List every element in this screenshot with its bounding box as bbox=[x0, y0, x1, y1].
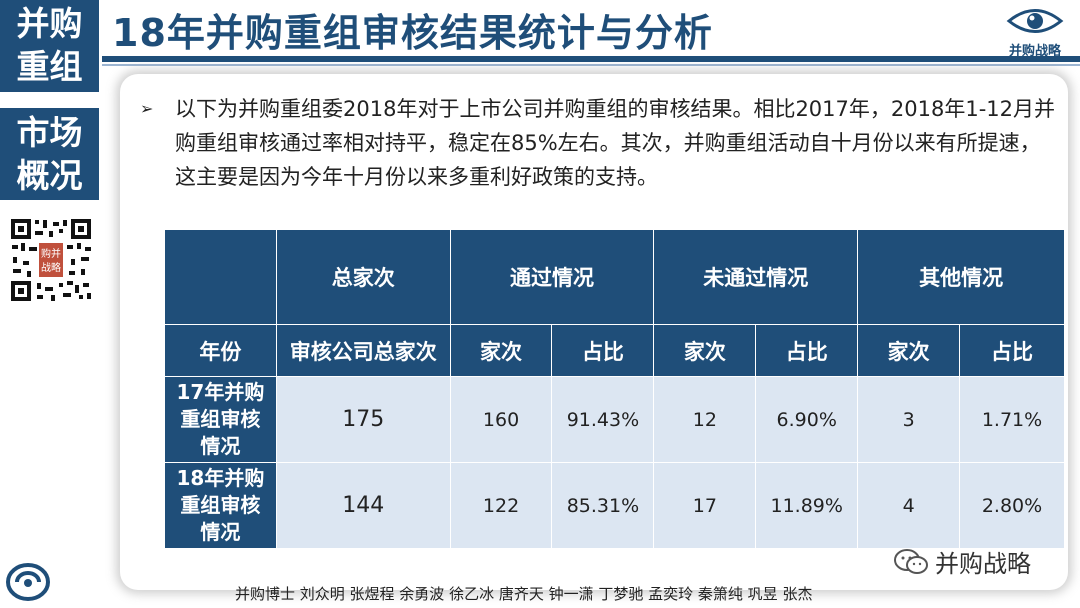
eye-icon bbox=[1006, 9, 1064, 33]
page-title: 18年并购重组审核结果统计与分析 bbox=[112, 11, 713, 55]
qr-stamp-text: 购并 bbox=[41, 247, 61, 260]
table-year-cell: 17年并购 重组审核 情况 bbox=[164, 376, 277, 463]
table-cell: 6.90% bbox=[755, 376, 859, 463]
brand-logo: 并购战略 bbox=[1002, 4, 1068, 59]
table-year-cell: 18年并购 重组审核 情况 bbox=[164, 462, 277, 549]
table-cell: 144 bbox=[275, 462, 451, 549]
table-header-cell: 通过情况 bbox=[449, 229, 655, 325]
sidebar-box-text: 概况 bbox=[16, 156, 83, 195]
table-header-cell: 审核公司总家次 bbox=[275, 324, 451, 377]
table-corner-cell bbox=[164, 229, 277, 325]
table-row: 18年并购 重组审核 情况 144 122 85.31% 17 11.89% 4… bbox=[164, 462, 1065, 549]
table-cell: 4 bbox=[857, 462, 961, 549]
table-group-header-row: 总家次 通过情况 未通过情况 其他情况 bbox=[164, 229, 1065, 325]
intro-text: 以下为并购重组委2018年对于上市公司并购重组的审核结果。相比2017年，201… bbox=[175, 97, 1055, 189]
arrow-bullet-icon: ➢ bbox=[140, 99, 154, 118]
table-header-cell: 家次 bbox=[857, 324, 961, 377]
table-cell: 85.31% bbox=[551, 462, 655, 549]
table-cell: 12 bbox=[653, 376, 757, 463]
wechat-watermark: 并购战略 bbox=[893, 544, 1031, 579]
table-cell: 3 bbox=[857, 376, 961, 463]
title-underline bbox=[102, 56, 1080, 62]
table-row: 17年并购 重组审核 情况 175 160 91.43% 12 6.90% 3 … bbox=[164, 376, 1065, 463]
review-results-table: 总家次 通过情况 未通过情况 其他情况 年份 审核公司总家次 家次 占比 家次 … bbox=[164, 229, 1065, 549]
year-line: 情况 bbox=[200, 434, 241, 458]
sidebar-box-text: 重组 bbox=[16, 47, 83, 86]
qr-code-icon: 购并 战略 bbox=[9, 217, 93, 303]
table-cell: 160 bbox=[449, 376, 553, 463]
year-line: 17年并购 bbox=[176, 380, 265, 404]
table-cell: 91.43% bbox=[551, 376, 655, 463]
table-header-cell: 年份 bbox=[164, 324, 277, 377]
table-header-cell: 占比 bbox=[551, 324, 655, 377]
year-line: 重组审核 bbox=[180, 493, 261, 517]
table-cell: 17 bbox=[653, 462, 757, 549]
sidebar-box-text: 市场 bbox=[16, 113, 83, 152]
table-header-cell: 家次 bbox=[449, 324, 553, 377]
table-cell: 2.80% bbox=[959, 462, 1065, 549]
table-sub-header-row: 年份 审核公司总家次 家次 占比 家次 占比 家次 占比 bbox=[164, 324, 1065, 377]
title-underline-thin bbox=[102, 64, 1080, 66]
table-cell: 122 bbox=[449, 462, 553, 549]
wechat-label: 并购战略 bbox=[935, 550, 1031, 578]
brand-label: 并购战略 bbox=[1008, 44, 1061, 59]
intro-paragraph: ➢ 以下为并购重组委2018年对于上市公司并购重组的审核结果。相比2017年，2… bbox=[140, 92, 1060, 194]
company-logo-icon bbox=[6, 563, 50, 601]
table-header-cell: 未通过情况 bbox=[653, 229, 859, 325]
sidebar-box-market: 市场 概况 bbox=[0, 108, 99, 200]
table-header-cell: 总家次 bbox=[275, 229, 451, 325]
table-header-cell: 其他情况 bbox=[857, 229, 1065, 325]
table-cell: 1.71% bbox=[959, 376, 1065, 463]
credits-line: 并购博士 刘众明 张煜程 余勇波 徐乙冰 唐齐天 钟一潇 丁梦驰 孟奕玲 秦箫纯… bbox=[235, 585, 813, 603]
table-header-cell: 占比 bbox=[755, 324, 859, 377]
table-header-cell: 占比 bbox=[959, 324, 1065, 377]
year-line: 重组审核 bbox=[180, 407, 261, 431]
sidebar-box-text: 并购 bbox=[16, 4, 83, 43]
qr-stamp-text: 战略 bbox=[41, 261, 61, 274]
year-line: 18年并购 bbox=[176, 466, 265, 490]
table-cell: 175 bbox=[275, 376, 451, 463]
year-line: 情况 bbox=[200, 520, 241, 544]
sidebar-box-merger: 并购 重组 bbox=[0, 0, 99, 92]
table-header-cell: 家次 bbox=[653, 324, 757, 377]
table-cell: 11.89% bbox=[755, 462, 859, 549]
wechat-icon bbox=[894, 548, 928, 574]
